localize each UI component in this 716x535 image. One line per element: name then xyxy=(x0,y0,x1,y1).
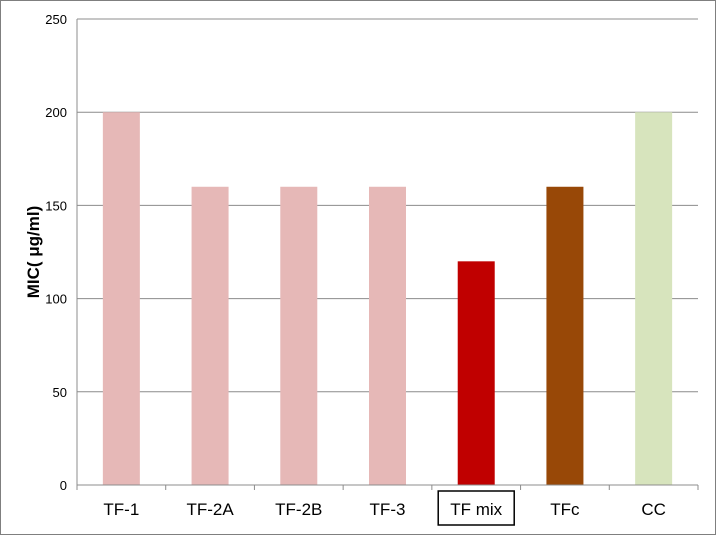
x-tick-label: TF-1 xyxy=(103,500,139,519)
y-tick-label: 250 xyxy=(45,12,67,27)
x-tick-labels: TF-1 TF-2A TF-2B TF-3 TF mix TFc CC xyxy=(103,490,666,526)
bars xyxy=(102,112,673,485)
highlight-box xyxy=(437,490,515,526)
x-tick-label: TF-3 xyxy=(370,500,406,519)
bar-tf-1 xyxy=(102,112,140,485)
x-tick-label: TF-2B xyxy=(275,500,322,519)
axes xyxy=(76,19,699,490)
y-tick-label: 200 xyxy=(45,105,67,120)
x-tick-label: TFc xyxy=(550,500,580,519)
bar-tf-mix xyxy=(457,261,495,485)
y-tick-label: 150 xyxy=(45,198,67,213)
bar-cc xyxy=(635,112,673,485)
x-tick-label: TF mix xyxy=(450,500,502,519)
x-tick-label: CC xyxy=(641,500,666,519)
y-tick-label: 50 xyxy=(53,385,67,400)
y-axis-label: MIC( μg/ml) xyxy=(24,206,43,299)
bar-tf-2b xyxy=(280,186,318,485)
y-tick-labels: 0 50 100 150 200 250 xyxy=(45,12,67,493)
bar-tf-3 xyxy=(369,186,406,485)
bar-tf-2a xyxy=(191,186,229,485)
y-tick-label: 0 xyxy=(60,478,67,493)
y-tick-label: 100 xyxy=(45,292,67,307)
bar-tfc xyxy=(546,186,584,485)
x-tick-label: TF-2A xyxy=(186,500,234,519)
